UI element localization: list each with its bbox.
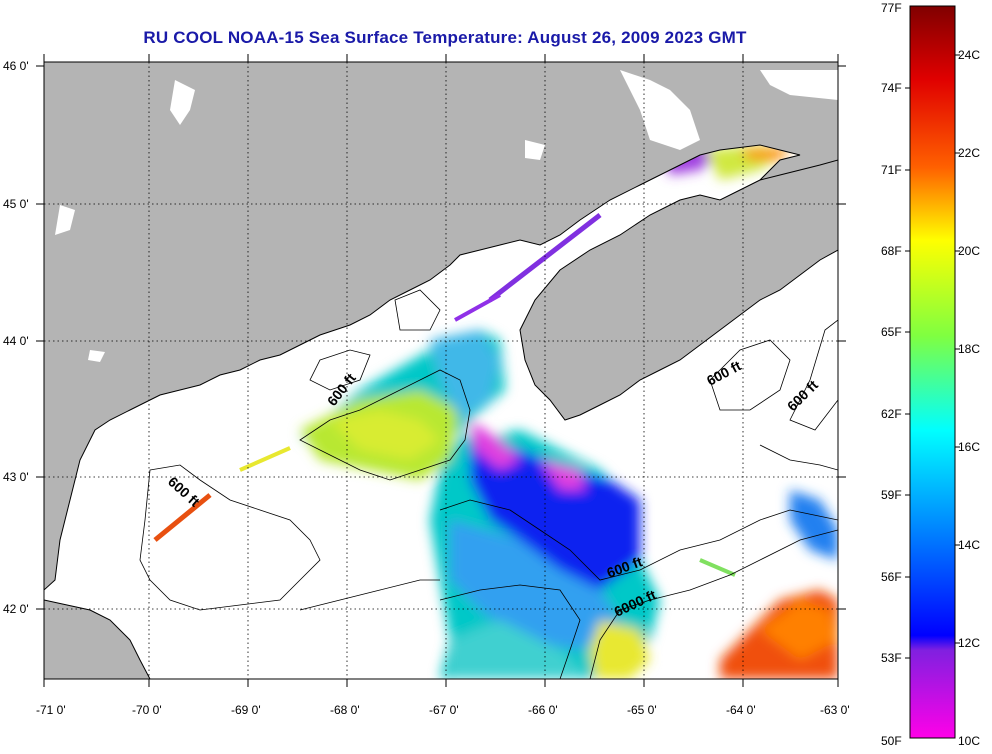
cbar-c-18: 18C (958, 342, 980, 356)
axis-ticks (36, 54, 846, 687)
cbar-f-74: 74F (881, 81, 902, 95)
lat-label-45: 45 0' (3, 197, 29, 211)
cbar-c-12: 12C (958, 636, 980, 650)
sst-data-region (300, 145, 838, 679)
cbar-f-50: 50F (881, 734, 902, 748)
lon-label-66: -66 0' (528, 703, 558, 717)
cbar-c-20: 20C (958, 244, 980, 258)
cbar-c-24: 24C (958, 48, 980, 62)
graticule (44, 62, 838, 679)
cbar-f-59: 59F (881, 488, 902, 502)
land-masses (44, 62, 838, 679)
lon-label-64: -64 0' (726, 703, 756, 717)
lon-label-69: -69 0' (231, 703, 261, 717)
cbar-f-56: 56F (881, 570, 902, 584)
cbar-c-22: 22C (958, 146, 980, 160)
cbar-f-77: 77F (881, 1, 902, 15)
colorbar-ticks (905, 54, 960, 659)
lon-label-68: -68 0' (330, 703, 360, 717)
cbar-f-68: 68F (881, 244, 902, 258)
cbar-c-16: 16C (958, 440, 980, 454)
colorbar (909, 5, 956, 739)
cbar-f-65: 65F (881, 325, 902, 339)
lat-label-44: 44 0' (3, 334, 29, 348)
lat-label-42: 42 0' (3, 602, 29, 616)
map-frame (43, 61, 839, 680)
lon-label-67: -67 0' (429, 703, 459, 717)
lon-label-71: -71 0' (36, 703, 66, 717)
cbar-f-71: 71F (881, 163, 902, 177)
lon-label-65: -65 0' (627, 703, 657, 717)
bathymetry-contours (139, 289, 838, 679)
map-title: RU COOL NOAA-15 Sea Surface Temperature:… (143, 28, 747, 47)
cbar-f-62: 62F (881, 407, 902, 421)
colorbar-celsius-labels: 24C 22C 20C 18C 16C 14C 12C 10C (958, 48, 980, 748)
cbar-f-53: 53F (881, 651, 902, 665)
cbar-c-14: 14C (958, 538, 980, 552)
lon-label-63: -63 0' (820, 703, 850, 717)
lat-label-43: 43 0' (3, 470, 29, 484)
lon-label-70: -70 0' (132, 703, 162, 717)
colorbar-fahrenheit-labels: 77F 74F 71F 68F 65F 62F 59F 56F 53F 50F (881, 1, 902, 748)
cbar-c-10: 10C (958, 734, 980, 748)
lat-label-46: 46 0' (3, 59, 29, 73)
